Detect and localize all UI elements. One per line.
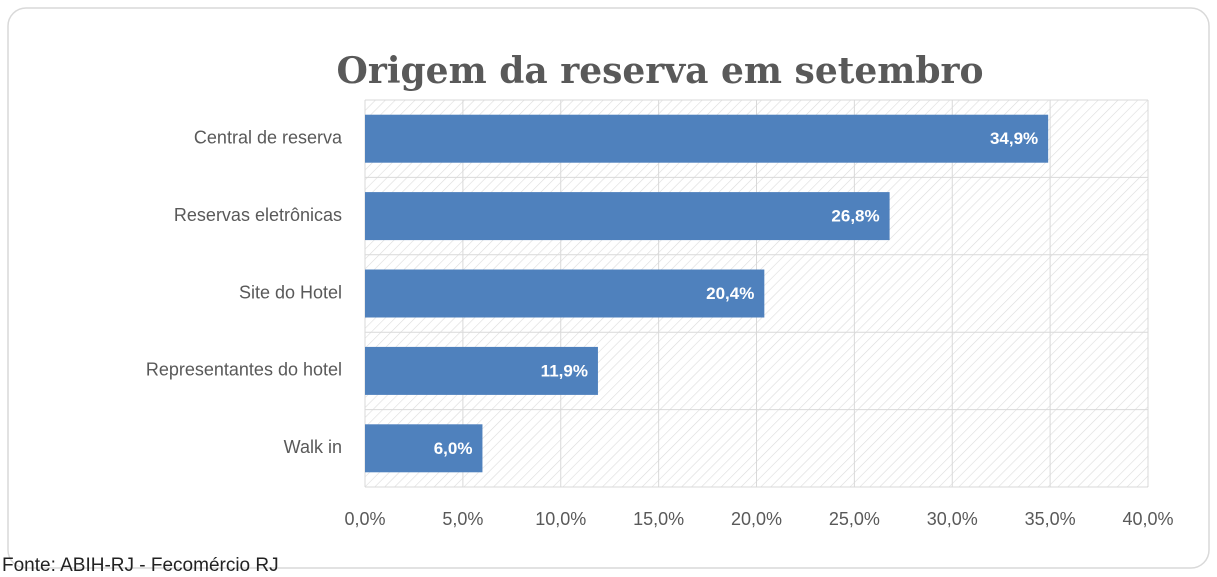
- x-tick-label: 30,0%: [927, 509, 978, 529]
- value-label: 26,8%: [831, 207, 879, 226]
- value-label: 6,0%: [434, 439, 473, 458]
- x-tick-label: 10,0%: [535, 509, 586, 529]
- source-note: Fonte: ABIH-RJ - Fecomércio RJ: [2, 555, 279, 576]
- chart-title: Origem da reserva em setembro: [337, 50, 984, 92]
- bar: [365, 346, 598, 395]
- value-label: 11,9%: [541, 361, 588, 380]
- x-tick-label: 40,0%: [1122, 509, 1173, 529]
- x-tick-label: 5,0%: [442, 509, 483, 529]
- y-tick-label: Site do Hotel: [239, 282, 342, 302]
- value-label: 20,4%: [706, 284, 754, 303]
- bar: [365, 269, 765, 318]
- bar: [365, 114, 1049, 163]
- bar: [365, 192, 890, 241]
- x-tick-label: 0,0%: [344, 509, 385, 529]
- x-tick-label: 25,0%: [829, 509, 880, 529]
- y-tick-label: Representantes do hotel: [146, 360, 342, 380]
- x-tick-label: 15,0%: [633, 509, 684, 529]
- value-label: 34,9%: [990, 129, 1038, 148]
- bar: [365, 424, 483, 473]
- x-tick-label: 20,0%: [731, 509, 782, 529]
- x-tick-label: 35,0%: [1025, 509, 1076, 529]
- y-tick-label: Central de reserva: [194, 127, 343, 147]
- y-tick-label: Reservas eletrônicas: [174, 205, 342, 225]
- y-tick-label: Walk in: [284, 437, 342, 457]
